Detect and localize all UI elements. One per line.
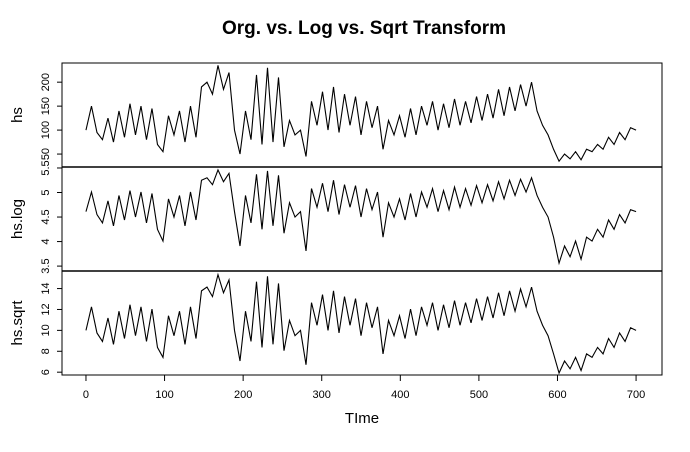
y-tick-label: 4.5 — [40, 209, 52, 224]
y-axis-label: hs.log — [9, 199, 26, 239]
y-tick-label: 12 — [40, 303, 52, 315]
y-tick-label: 3.5 — [40, 258, 52, 273]
y-tick-label: 8 — [40, 348, 52, 354]
y-axis-label: hs.sqrt — [9, 300, 26, 346]
x-tick-label: 100 — [155, 389, 173, 401]
series-line — [85, 168, 637, 266]
x-tick-label: 200 — [234, 389, 252, 401]
x-tick-label: 600 — [548, 389, 566, 401]
x-tick-label: 500 — [470, 389, 488, 401]
series-line — [85, 65, 637, 163]
x-tick-label: 300 — [313, 389, 331, 401]
y-tick-label: 10 — [40, 324, 52, 336]
y-axis-label: hs — [9, 107, 26, 123]
y-tick-label: 200 — [40, 73, 52, 91]
y-tick-label: 50 — [40, 148, 52, 160]
x-tick-label: 700 — [627, 389, 645, 401]
x-tick-label: 400 — [391, 389, 409, 401]
x-axis-label: TIme — [345, 410, 379, 427]
y-tick-label: 150 — [40, 97, 52, 115]
y-tick-label: 4 — [40, 239, 52, 245]
y-tick-label: 100 — [40, 121, 52, 139]
series-line — [85, 272, 637, 375]
y-tick-label: 5.5 — [40, 160, 52, 175]
chart-title: Org. vs. Log vs. Sqrt Transform — [222, 18, 506, 39]
y-tick-label: 14 — [40, 282, 52, 294]
y-tick-label: 5 — [40, 189, 52, 195]
y-tick-label: 6 — [40, 369, 52, 375]
x-tick-label: 0 — [83, 389, 89, 401]
